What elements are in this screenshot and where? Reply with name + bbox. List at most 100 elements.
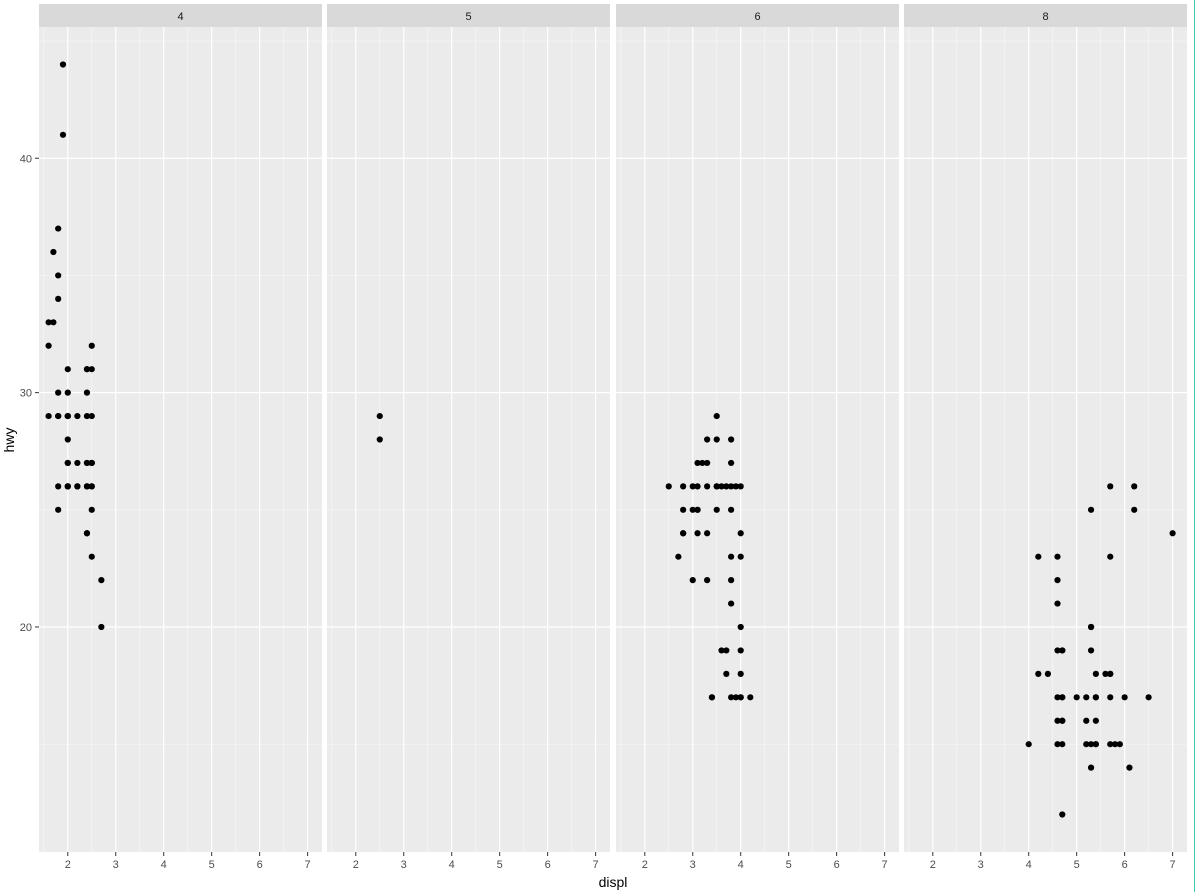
data-point — [1035, 670, 1042, 677]
data-point — [723, 483, 730, 490]
data-point — [83, 459, 91, 467]
data-point — [1126, 764, 1133, 771]
data-point — [1092, 694, 1099, 701]
data-point — [704, 483, 711, 490]
data-point — [1054, 741, 1061, 748]
data-point — [680, 530, 687, 537]
data-point — [694, 506, 701, 513]
data-point — [64, 366, 71, 373]
x-tick-label: 7 — [1170, 859, 1176, 871]
data-point — [737, 553, 744, 560]
data-point — [55, 225, 62, 232]
data-point — [737, 623, 744, 631]
data-point — [723, 670, 730, 677]
data-point — [713, 506, 720, 513]
data-point — [1059, 717, 1066, 724]
x-tick-label: 4 — [1026, 859, 1032, 871]
data-point — [713, 412, 720, 420]
data-point — [728, 553, 735, 560]
data-point — [737, 483, 744, 490]
y-axis: 20 30 40 — [20, 153, 39, 634]
data-point — [45, 342, 52, 349]
x-tick-label: 2 — [353, 859, 359, 871]
data-point — [74, 459, 81, 467]
data-point — [1073, 694, 1080, 701]
data-point — [1087, 741, 1095, 748]
facet-strip — [904, 4, 1187, 27]
data-point — [1107, 741, 1114, 748]
data-point — [1054, 717, 1061, 724]
data-point — [1107, 483, 1114, 490]
x-tick-label: 2 — [65, 859, 71, 871]
data-point — [1092, 670, 1099, 677]
x-tick-label: 5 — [209, 859, 215, 871]
y-tick-label: 40 — [20, 153, 32, 165]
data-point — [704, 577, 711, 584]
x-tick-label: 3 — [401, 859, 407, 871]
data-point — [88, 412, 95, 420]
facet-panel-5: 5 2 3 4 5 6 7 — [327, 4, 610, 871]
data-point — [689, 577, 696, 584]
y-tick-label: 30 — [20, 388, 32, 400]
x-tick-label: 2 — [642, 859, 648, 871]
data-point — [680, 483, 687, 490]
data-point — [64, 412, 71, 420]
data-point — [376, 436, 383, 443]
panel-background — [39, 27, 322, 852]
data-point — [728, 483, 735, 490]
data-point — [1035, 553, 1042, 560]
data-point — [45, 319, 52, 326]
x-tick-label: 5 — [497, 859, 503, 871]
data-point — [83, 483, 91, 490]
data-point — [55, 483, 62, 490]
data-point — [45, 412, 52, 420]
data-point — [1083, 717, 1090, 724]
data-point — [694, 530, 701, 537]
data-point — [728, 436, 735, 443]
data-point — [50, 248, 57, 256]
data-point — [732, 694, 740, 701]
data-point — [55, 295, 62, 302]
data-point — [376, 412, 383, 420]
data-point — [728, 506, 735, 513]
data-point — [98, 623, 105, 631]
data-point — [1054, 577, 1061, 584]
data-point — [718, 647, 725, 654]
x-tick-label: 7 — [593, 859, 599, 871]
data-point — [1131, 483, 1138, 490]
facet-panel-6: 6 2 3 4 5 6 7 — [616, 4, 899, 871]
data-point — [1111, 741, 1119, 748]
x-tick-label: 6 — [545, 859, 551, 871]
facet-strip-label: 8 — [1042, 11, 1048, 23]
x-tick-label: 6 — [834, 859, 840, 871]
data-point — [728, 577, 735, 584]
data-point — [59, 61, 67, 68]
panel-background — [327, 27, 610, 852]
data-point — [1054, 694, 1061, 701]
data-point — [55, 412, 62, 420]
facet-strip-label: 5 — [465, 11, 471, 23]
data-point — [737, 670, 744, 677]
data-point — [1059, 694, 1066, 701]
x-tick-label: 6 — [1122, 859, 1128, 871]
x-tick-label: 3 — [978, 859, 984, 871]
data-point — [1087, 506, 1095, 513]
x-tick-label: 4 — [161, 859, 167, 871]
data-point — [1054, 647, 1061, 654]
data-point — [83, 366, 91, 373]
x-tick-label: 6 — [257, 859, 263, 871]
data-point — [723, 647, 730, 654]
data-point — [1102, 670, 1109, 677]
data-point — [694, 483, 701, 490]
data-point — [718, 483, 725, 490]
data-point — [1083, 741, 1090, 748]
data-point — [88, 483, 95, 490]
data-point — [1059, 647, 1066, 654]
data-point — [1145, 694, 1152, 701]
data-point — [64, 459, 71, 467]
data-point — [1059, 811, 1066, 818]
data-point — [59, 131, 67, 138]
facet-panel-8: 8 2 3 4 5 6 7 — [904, 4, 1187, 871]
y-axis-title: hwy — [1, 428, 17, 453]
